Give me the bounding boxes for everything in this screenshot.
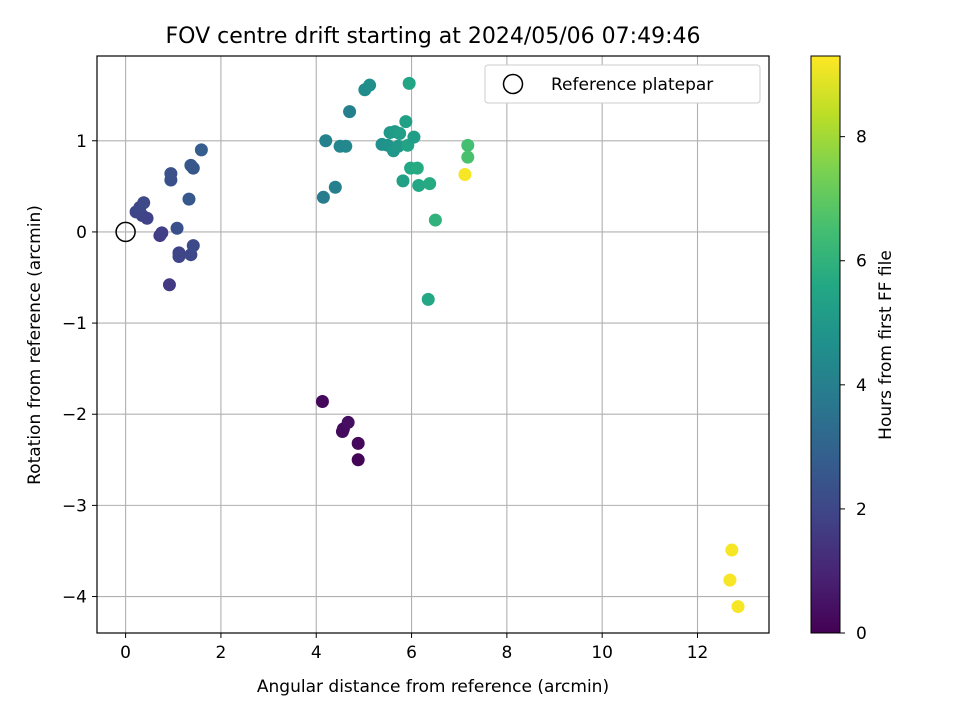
legend-label: Reference platepar — [551, 75, 713, 95]
scatter-point — [423, 177, 437, 191]
scatter-point — [458, 167, 472, 181]
legend-box — [484, 64, 761, 104]
colorbar-tick-label: 6 — [856, 252, 867, 272]
x-tick-label: 12 — [687, 643, 709, 663]
y-tick-label: 1 — [76, 132, 87, 152]
scatter-point — [412, 178, 426, 192]
colorbar-label: Hours from first FF file — [876, 250, 896, 440]
scatter-point — [194, 143, 208, 157]
grid-lines — [97, 56, 769, 633]
x-tick-label: 6 — [406, 643, 417, 663]
reference-marker — [115, 221, 136, 243]
scatter-point — [319, 134, 333, 148]
scatter-point — [363, 78, 377, 92]
colorbar-gradient — [810, 55, 841, 634]
colorbar-tick-label: 8 — [856, 128, 867, 148]
colorbar-tick-label: 2 — [856, 500, 867, 520]
scatter-point — [725, 543, 739, 557]
x-tick-label: 2 — [216, 643, 227, 663]
plot-frame — [96, 55, 770, 634]
scatter-point — [182, 192, 196, 206]
scatter-point — [723, 573, 737, 587]
scatter-point — [328, 180, 342, 194]
scatter-point — [186, 239, 200, 253]
y-axis-ticks: 1 0 −1 −2 −3 −4 — [62, 132, 97, 608]
y-tick-label: −3 — [62, 496, 87, 516]
scatter-point — [315, 394, 329, 408]
scatter-point — [164, 167, 178, 181]
x-tick-label: 10 — [591, 643, 613, 663]
scatter-point — [461, 150, 475, 164]
y-tick-label: −1 — [62, 314, 87, 334]
chart-title: FOV centre drift starting at 2024/05/06 … — [166, 24, 701, 49]
scatter-point — [402, 76, 416, 90]
scatter-point — [410, 161, 424, 175]
scatter-point — [407, 130, 421, 144]
y-tick-label: −2 — [62, 405, 87, 425]
scatter-point — [351, 436, 365, 450]
scatter-point — [186, 161, 200, 175]
x-axis-ticks: 0 2 4 6 8 10 12 — [120, 633, 708, 663]
scatter-point — [391, 139, 405, 153]
scatter-point — [399, 115, 413, 129]
scatter-point — [137, 196, 151, 210]
scatter-points — [129, 76, 745, 614]
scatter-point — [339, 139, 353, 153]
scatter-point — [170, 221, 184, 235]
scatter-point — [731, 600, 745, 614]
legend: Reference platepar — [484, 64, 761, 104]
plot-background — [97, 56, 769, 633]
y-tick-label: 0 — [76, 223, 87, 243]
scatter-point — [172, 250, 186, 264]
colorbar-ticks: 0 2 4 6 8 — [840, 128, 867, 644]
scatter-point — [140, 211, 154, 225]
y-axis-label: Rotation from reference (arcmin) — [25, 205, 45, 485]
colorbar-tick-label: 4 — [856, 376, 867, 396]
colorbar: 0 2 4 6 8 Hours from first FF file — [810, 55, 896, 644]
x-tick-label: 4 — [311, 643, 322, 663]
scatter-point — [351, 453, 365, 467]
scatter-point — [421, 292, 435, 306]
scatter-point — [428, 213, 442, 227]
scatter-point — [393, 126, 407, 140]
x-tick-label: 0 — [120, 643, 131, 663]
scatter-point — [341, 415, 355, 429]
legend-reference-marker — [502, 73, 524, 95]
x-tick-label: 8 — [501, 643, 512, 663]
scatter-point — [461, 138, 475, 152]
scatter-point — [396, 174, 410, 188]
y-tick-label: −4 — [62, 588, 87, 608]
scatter-point — [162, 278, 176, 292]
scatter-point — [343, 105, 357, 119]
colorbar-tick-label: 0 — [856, 624, 867, 644]
scatter-point — [316, 190, 330, 204]
x-axis-label: Angular distance from reference (arcmin) — [257, 677, 609, 697]
scatter-point — [155, 226, 169, 240]
